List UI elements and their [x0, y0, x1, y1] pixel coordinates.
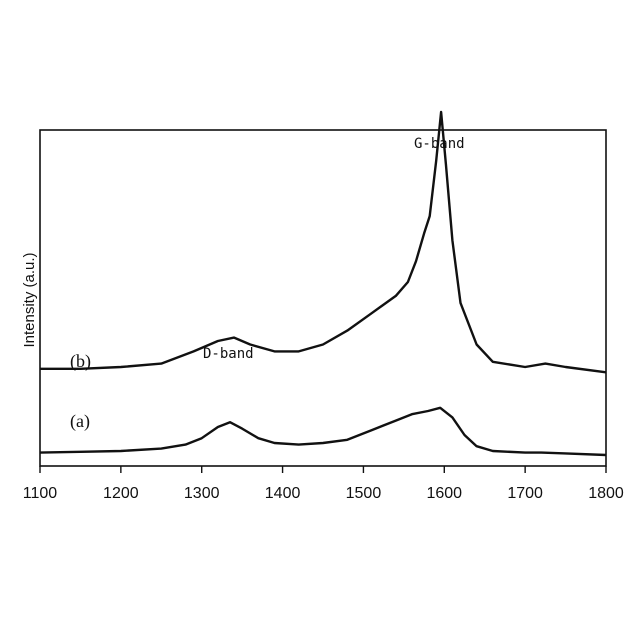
x-tick-label: 1200	[103, 485, 139, 502]
x-tick-label: 1700	[507, 485, 543, 502]
x-tick-label: 1400	[265, 485, 301, 502]
series-label-a: (a)	[70, 411, 90, 432]
x-tick-label: 1800	[588, 485, 624, 502]
g-band-annotation: G-band	[414, 136, 465, 152]
x-tick-label: 1300	[184, 485, 220, 502]
series-line-b	[40, 112, 606, 372]
x-tick-label: 1500	[346, 485, 382, 502]
y-axis-label: Intensity (a.u.)	[21, 252, 38, 347]
x-axis: 1100 1200 1300 1400 1500 1600 1700 1800	[23, 466, 624, 502]
plot-frame	[40, 130, 606, 466]
x-tick-label: 1100	[23, 485, 58, 502]
series-label-b: (b)	[70, 351, 91, 372]
series-lines	[40, 112, 606, 455]
x-tick-label: 1600	[426, 485, 462, 502]
d-band-annotation: D-band	[203, 346, 254, 362]
series-line-a	[40, 408, 606, 455]
